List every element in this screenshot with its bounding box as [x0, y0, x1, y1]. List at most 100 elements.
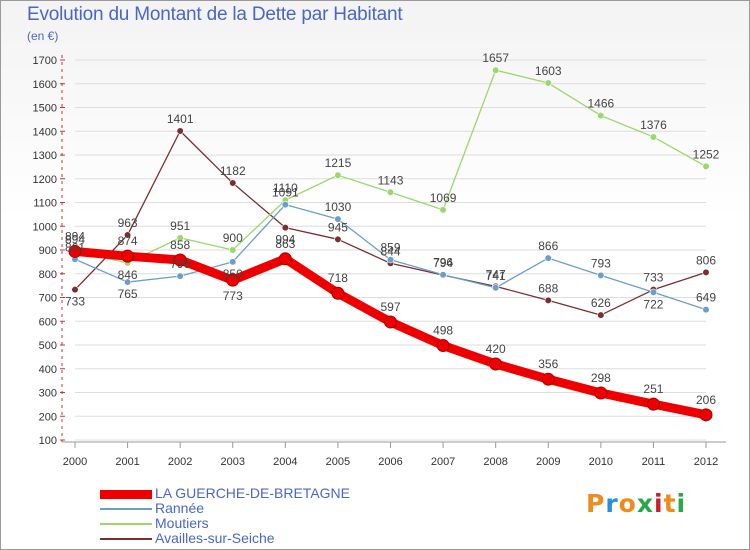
- data-label: 1143: [378, 173, 404, 187]
- data-point: [646, 397, 660, 411]
- proxiti-logo: Proxiti: [586, 489, 686, 518]
- data-point: [386, 188, 395, 196]
- y-tick-label: 1500: [33, 103, 57, 115]
- data-label: 844: [380, 244, 400, 258]
- x-tick-label: 2000: [63, 456, 87, 468]
- data-label: 1069: [430, 191, 457, 205]
- data-point: [278, 252, 292, 266]
- data-label: 1376: [640, 118, 667, 132]
- data-point: [331, 286, 345, 300]
- data-label: 747: [486, 267, 506, 281]
- x-tick-label: 2003: [221, 456, 245, 468]
- data-label: 850: [223, 267, 243, 281]
- data-point: [597, 111, 605, 120]
- data-point: [492, 284, 500, 292]
- data-label: 894: [65, 229, 85, 243]
- data-label: 1252: [693, 147, 720, 161]
- data-label: 1215: [325, 156, 352, 170]
- data-point: [281, 224, 289, 232]
- data-label: 861: [65, 240, 85, 254]
- legend-label: Moutiers: [155, 515, 209, 531]
- data-point: [334, 171, 342, 179]
- legend-label: Rannée: [155, 500, 205, 516]
- y-tick-label: 1100: [33, 198, 57, 210]
- data-point: [173, 253, 187, 267]
- data-label: 963: [118, 216, 138, 230]
- data-point: [649, 288, 658, 296]
- data-label: 1182: [220, 164, 246, 178]
- data-label: 951: [170, 219, 190, 233]
- data-point: [544, 254, 552, 262]
- series-points: [68, 66, 713, 422]
- data-point: [281, 201, 289, 209]
- data-point: [123, 231, 132, 239]
- data-label: 733: [643, 271, 663, 285]
- series-line: [70, 246, 711, 420]
- data-point: [544, 79, 552, 87]
- x-tick-label: 2010: [589, 456, 613, 468]
- data-label: 874: [118, 234, 138, 248]
- data-label: 900: [223, 231, 243, 245]
- data-point: [541, 372, 555, 386]
- data-point: [176, 127, 184, 135]
- legend-swatch: [100, 523, 152, 525]
- grid: [75, 59, 706, 441]
- data-label: 1466: [587, 97, 614, 111]
- data-label: 793: [591, 256, 611, 270]
- y-axis: 100 200 300 400 500 600 700 800 900 1000 1100 1200 1…: [33, 55, 65, 447]
- data-point: [702, 162, 710, 170]
- x-tick-label: 2007: [431, 456, 455, 468]
- x-tick-label: 2009: [536, 456, 560, 468]
- y-tick-label: 1200: [33, 174, 57, 186]
- data-point: [121, 249, 135, 263]
- data-label: 894: [65, 232, 85, 246]
- data-point: [702, 306, 710, 314]
- legend-swatch: [100, 508, 152, 510]
- data-point: [489, 357, 503, 371]
- data-label: 1091: [272, 186, 299, 200]
- chart-title: Evolution du Montant de la Dette par Hab…: [27, 4, 403, 25]
- data-label: 858: [170, 238, 190, 252]
- data-point: [68, 244, 82, 258]
- data-point: [123, 278, 132, 286]
- x-tick-label: 2008: [483, 456, 507, 468]
- x-tick-label: 2011: [642, 456, 666, 468]
- data-labels: 733 963 1401 1182 994 945 844 794 747 688 626 733 80…: [65, 51, 720, 407]
- logo-letter: t: [663, 489, 677, 518]
- y-tick-label: 400: [39, 364, 57, 376]
- data-label: 796: [433, 256, 453, 270]
- data-point: [439, 206, 447, 214]
- data-label: 994: [275, 233, 295, 247]
- data-point: [597, 311, 605, 319]
- data-point: [334, 235, 342, 243]
- logo-letter: P: [586, 489, 606, 518]
- data-point: [436, 338, 450, 352]
- y-tick-label: 100: [39, 435, 57, 447]
- x-tick-label: 2004: [273, 456, 297, 468]
- data-label: 846: [118, 268, 138, 282]
- data-point: [492, 66, 500, 74]
- y-tick-label: 300: [39, 388, 57, 400]
- logo-letter: i: [676, 489, 687, 518]
- data-label: 420: [486, 342, 506, 356]
- data-point: [699, 408, 713, 422]
- data-point: [386, 256, 395, 264]
- data-point: [226, 273, 240, 287]
- y-tick-label: 1000: [33, 221, 57, 233]
- data-point: [176, 234, 184, 242]
- x-tick-label: 2005: [326, 456, 350, 468]
- data-label: 597: [380, 300, 400, 314]
- data-point: [334, 215, 342, 223]
- y-tick-label: 1700: [33, 55, 57, 67]
- data-label: 1401: [167, 112, 194, 126]
- y-tick-label: 800: [39, 269, 57, 281]
- data-label: 806: [696, 253, 716, 267]
- y-tick-label: 1600: [33, 79, 57, 91]
- legend-swatch: [100, 489, 152, 499]
- data-point: [594, 386, 608, 400]
- data-label: 206: [696, 393, 716, 407]
- data-label: 790: [170, 257, 190, 271]
- data-label: 722: [643, 297, 663, 311]
- chart-subtitle: (en €): [27, 29, 59, 43]
